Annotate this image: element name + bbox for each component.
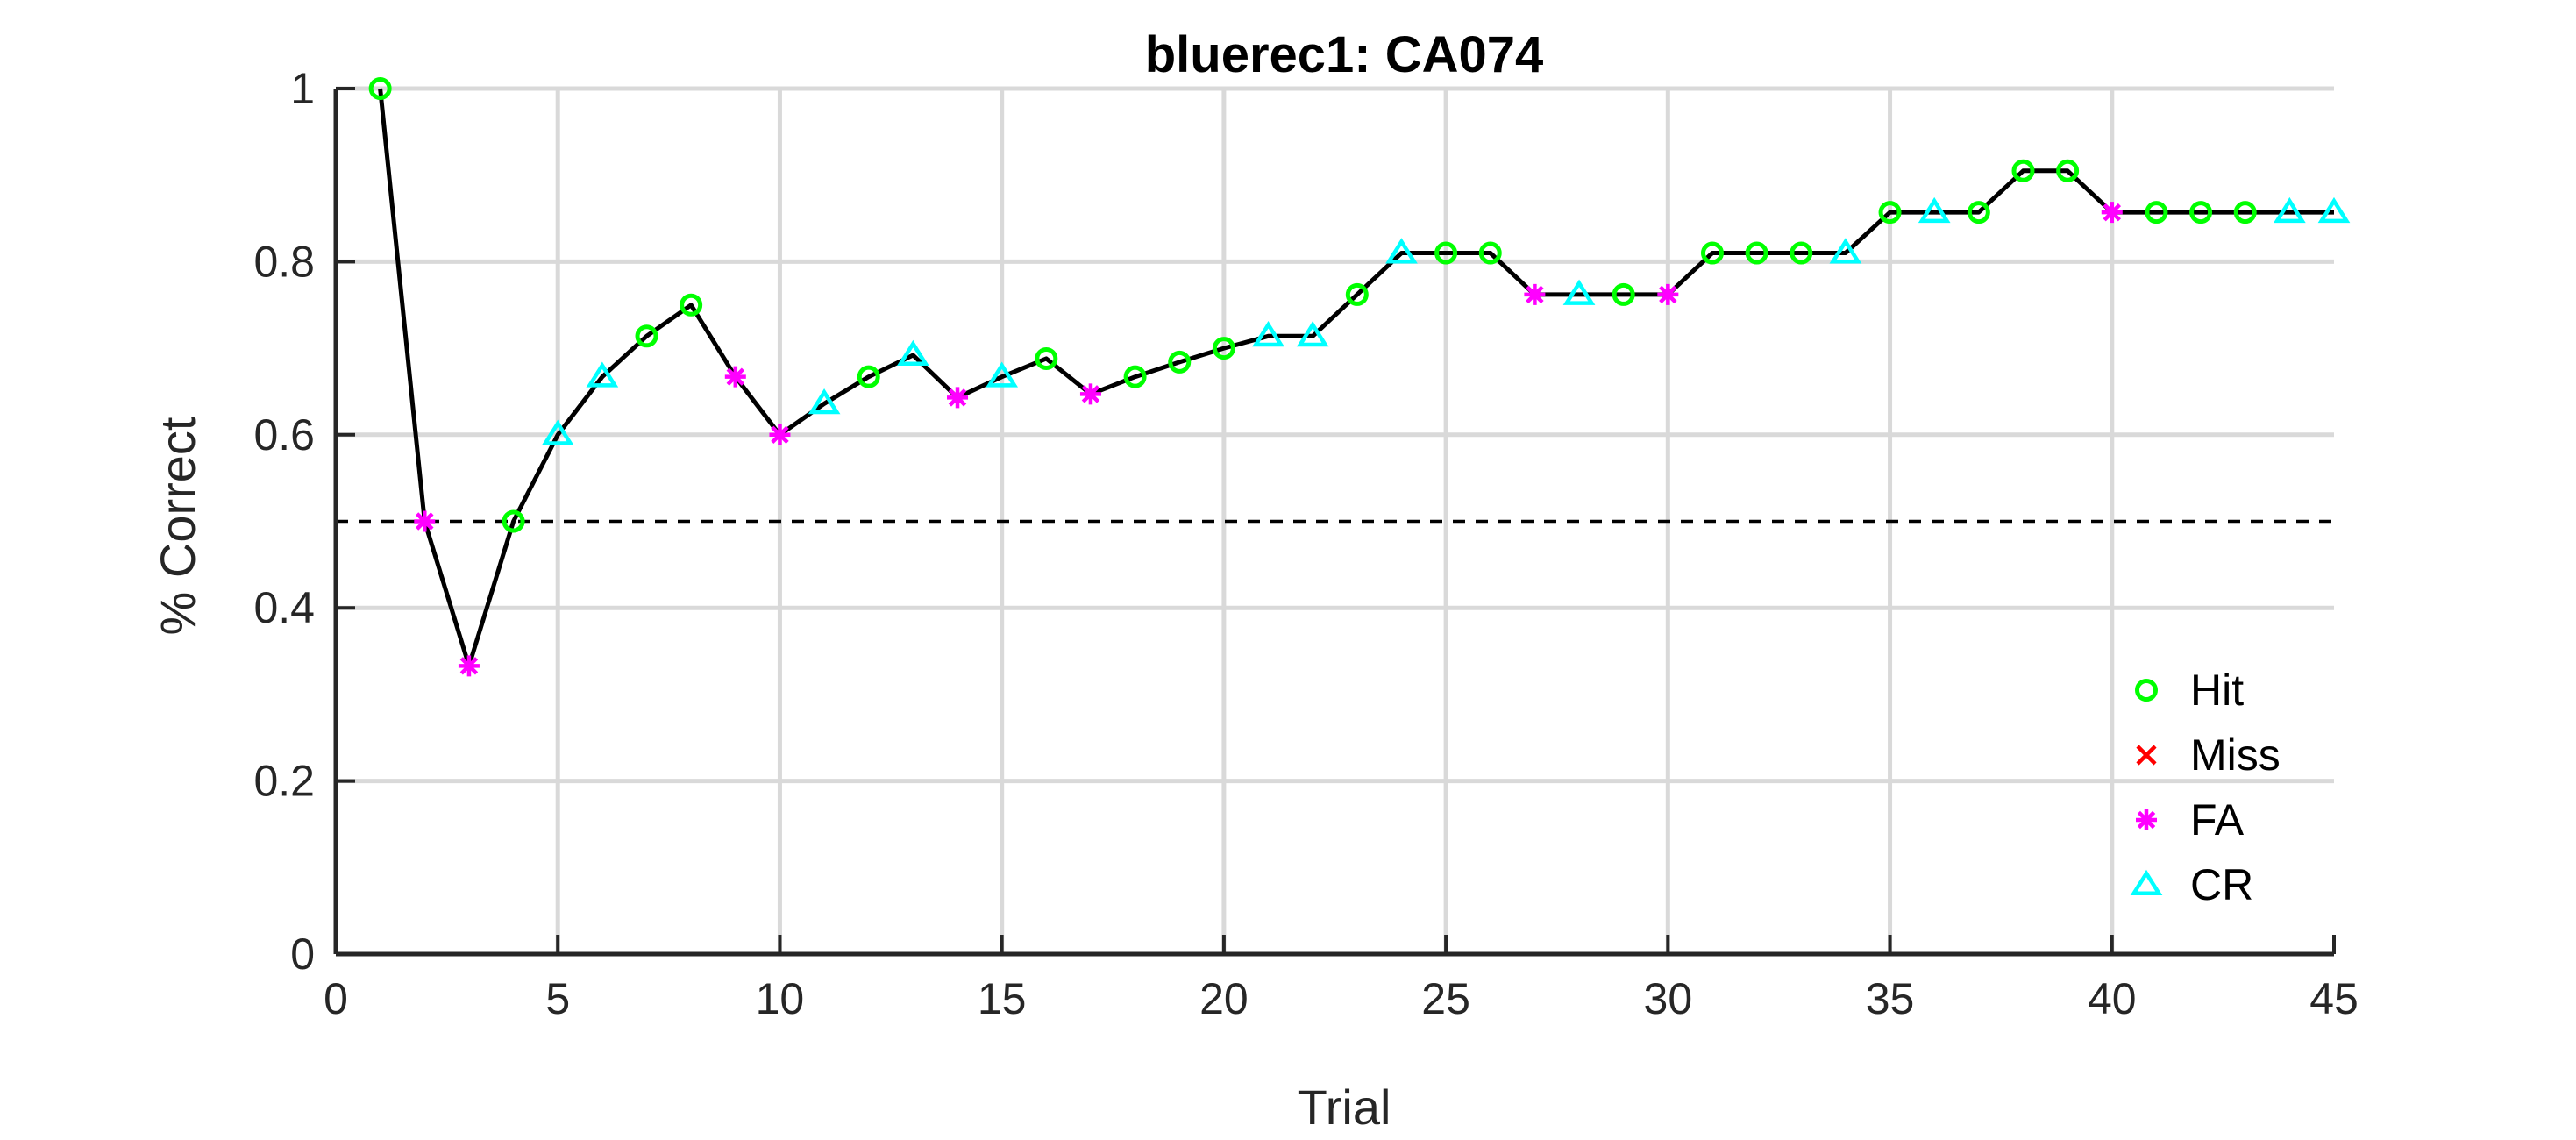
x-axis-label: Trial [1298,1079,1391,1135]
y-tick-label: 0.8 [253,237,315,286]
legend-label-miss: Miss [2190,730,2281,780]
marker-hit-trial-32 [1745,241,1768,265]
x-tick-label: 40 [2088,974,2137,1023]
x-tick-label: 35 [1866,974,1915,1023]
legend-marker-miss [2136,745,2157,766]
marker-cr-trial-28 [1562,279,1596,305]
marker-fa-trial-27 [1524,283,1546,305]
marker-hit-trial-8 [680,293,703,317]
marker-hit-trial-42 [2189,201,2213,224]
marker-cr-trial-13 [897,339,929,366]
marker-hit-trial-29 [1612,282,1635,306]
legend-marker-cr [2130,869,2163,895]
marker-hit-trial-38 [2011,159,2035,182]
markers-layer [368,77,2351,677]
marker-fa-trial-9 [724,366,746,388]
marker-fa-trial-3 [458,655,480,677]
marker-cr-trial-44 [2273,196,2306,224]
marker-cr-trial-45 [2317,196,2351,224]
x-tick-label: 20 [1199,974,1249,1023]
marker-hit-trial-31 [1700,241,1724,265]
chart-title: bluerec1: CA074 [1145,26,1544,83]
marker-hit-trial-16 [1035,346,1058,370]
y-tick-label: 1 [290,64,315,113]
marker-hit-trial-4 [502,509,525,533]
marker-fa-trial-2 [414,510,436,532]
marker-cr-trial-15 [986,361,1019,388]
marker-hit-trial-43 [2233,201,2257,224]
y-tick-label: 0.4 [253,583,315,632]
legend-label-cr: CR [2190,860,2253,909]
x-tick-label: 0 [324,974,348,1023]
marker-fa-trial-30 [1657,283,1679,305]
marker-hit-trial-23 [1345,282,1369,306]
marker-hit-trial-41 [2145,201,2168,224]
marker-cr-trial-24 [1385,238,1418,264]
marker-hit-trial-39 [2056,159,2080,182]
marker-hit-trial-37 [1967,201,1990,224]
series-line [378,88,2334,668]
legend-marker-fa [2136,809,2157,830]
marker-fa-trial-10 [769,424,791,445]
axes [333,87,2336,957]
tick-labels: 0 5 10 15 20 25 30 35 40 45 0 0.2 0.4 0.6 0.8 1 [253,64,2358,1023]
marker-hit-trial-26 [1478,241,1502,265]
marker-hit-trial-25 [1434,241,1458,265]
x-tick-label: 30 [1644,974,1693,1023]
legend-marker-hit [2135,679,2158,702]
x-tick-label: 15 [978,974,1027,1023]
x-tick-label: 25 [1421,974,1470,1023]
marker-hit-trial-19 [1168,350,1192,374]
marker-fa-trial-40 [2101,202,2123,224]
marker-hit-trial-35 [1878,201,1902,224]
marker-cr-trial-5 [541,419,574,445]
marker-hit-trial-18 [1123,365,1147,388]
marker-cr-trial-11 [808,388,841,415]
marker-fa-trial-14 [947,387,969,409]
marker-hit-trial-1 [368,77,392,100]
y-tick-label: 0.6 [253,410,315,460]
marker-cr-trial-22 [1296,321,1329,347]
marker-cr-trial-36 [1918,196,1951,224]
x-tick-label: 5 [545,974,570,1023]
x-tick-label: 45 [2309,974,2359,1023]
y-tick-label: 0.2 [253,757,315,806]
marker-cr-trial-21 [1252,321,1284,347]
marker-hit-trial-7 [635,324,658,348]
marker-cr-trial-6 [586,361,619,388]
legend-label-hit: Hit [2190,666,2244,715]
marker-hit-trial-33 [1790,241,1813,265]
marker-hit-trial-20 [1212,337,1235,360]
marker-cr-trial-34 [1829,238,1862,264]
y-axis-label: % Correct [150,417,205,635]
series-line-layer [378,88,2334,668]
x-tick-label: 10 [756,974,805,1023]
marker-fa-trial-17 [1079,383,1101,405]
marker-hit-trial-12 [857,365,880,388]
legend: Hit Miss FA CR [2130,666,2281,909]
legend-label-fa: FA [2190,795,2245,844]
y-tick-label: 0 [290,930,315,979]
